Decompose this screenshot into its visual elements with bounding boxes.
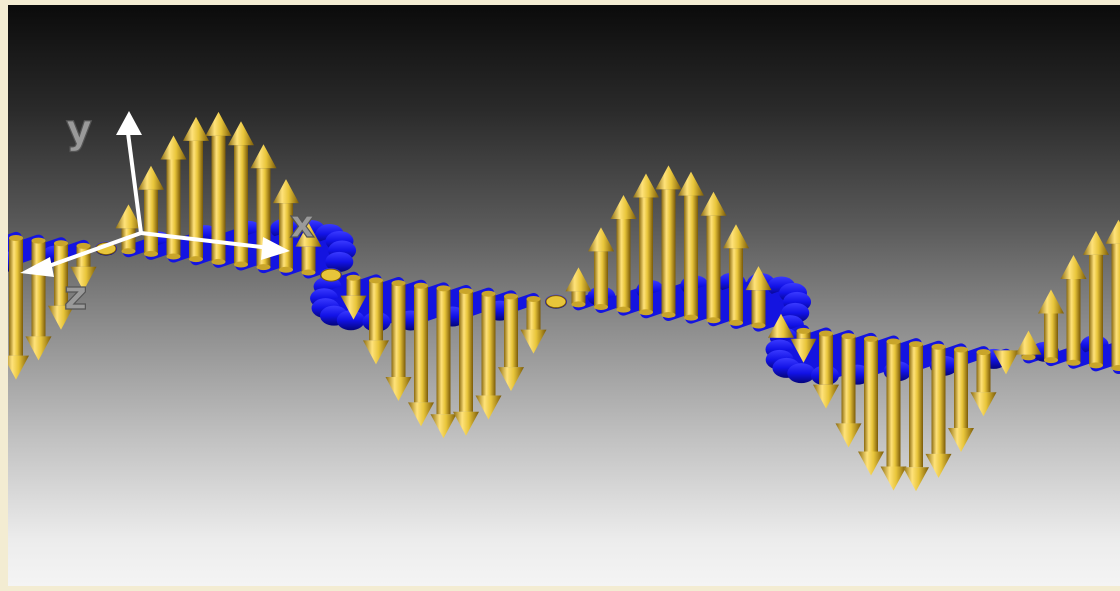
electric-field-vector <box>475 290 502 420</box>
z-axis-arrow-icon <box>20 257 54 277</box>
y-axis-label: y <box>66 107 92 153</box>
electric-field-vector <box>228 121 254 268</box>
electric-field-vector <box>453 288 479 436</box>
electric-field-vector <box>138 165 164 257</box>
wave-canvas: y x z <box>8 5 1120 586</box>
electric-field-vector <box>633 173 659 316</box>
electric-field-vector <box>320 268 342 282</box>
electric-field-vector <box>903 341 929 492</box>
electric-field-vector <box>498 293 524 392</box>
electric-field-vector <box>545 295 567 309</box>
electric-field-vector <box>655 165 682 318</box>
electric-field-vector <box>993 350 1019 375</box>
electric-field-vector <box>565 267 592 308</box>
electric-field-vector <box>925 343 952 478</box>
electric-field-vector <box>835 333 862 448</box>
electric-field-vector <box>8 234 29 380</box>
electric-field-vector <box>745 266 772 329</box>
electric-field-vector <box>1083 230 1109 369</box>
electric-field-vector <box>520 296 547 354</box>
x-axis-arrow-icon <box>261 237 290 260</box>
z-axis-label: z <box>64 273 87 319</box>
electric-field-vector <box>588 227 614 310</box>
electric-field-vector <box>700 191 727 324</box>
electric-field-vector <box>205 111 232 265</box>
electric-field-vector <box>970 349 997 417</box>
electric-field-vector <box>160 135 187 260</box>
electric-field-vector <box>880 338 907 491</box>
electric-field-vector <box>1105 219 1120 372</box>
electric-field-vector <box>295 222 322 276</box>
electric-field-vector <box>1060 255 1087 366</box>
electric-field-vector <box>948 346 974 452</box>
x-axis-label: x <box>290 202 315 246</box>
electric-field-vectors <box>8 111 1120 492</box>
y-axis-arrow-icon <box>116 111 142 135</box>
electric-field-vector <box>363 277 389 365</box>
electric-field-vector <box>858 335 884 476</box>
electric-field-vector <box>340 274 367 320</box>
magnetic-field-vector <box>8 234 45 258</box>
electric-field-vector <box>183 116 209 263</box>
electric-field-vector <box>768 313 794 338</box>
electric-field-vector <box>678 171 704 321</box>
electric-field-vector <box>1038 289 1064 364</box>
electric-field-vector <box>430 285 457 439</box>
electric-field-vector <box>1015 330 1042 361</box>
electric-field-vector <box>610 194 637 313</box>
electric-field-vector <box>723 224 749 326</box>
electric-field-vector <box>408 282 434 427</box>
electric-field-vector <box>790 327 817 363</box>
electric-field-vector <box>813 330 839 409</box>
magnetic-field-vector <box>1090 350 1120 372</box>
electromagnetic-wave-diagram: y x z <box>8 106 1120 492</box>
coordinate-axes: y x z <box>20 106 315 320</box>
magnetic-field-vector <box>1067 340 1120 369</box>
electric-field-vector <box>385 280 412 401</box>
electric-field-vector <box>115 204 142 255</box>
